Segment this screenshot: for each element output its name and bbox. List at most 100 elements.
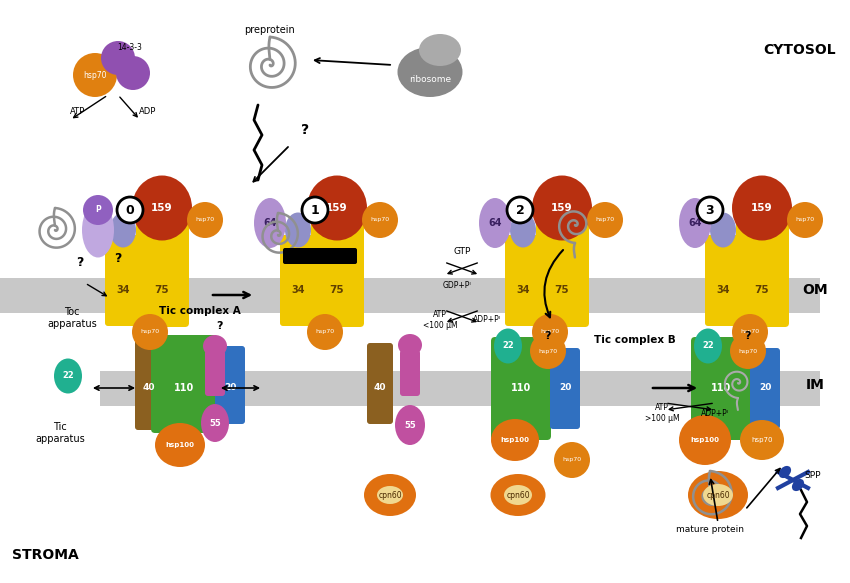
Ellipse shape [792,479,804,491]
Text: ADP: ADP [139,107,156,117]
Ellipse shape [377,486,403,504]
Circle shape [302,197,328,223]
Text: hsp70: hsp70 [538,349,558,353]
Text: ?: ? [745,331,751,341]
Bar [0,278,820,313]
Circle shape [787,202,823,238]
Ellipse shape [203,335,227,357]
Text: ribosome: ribosome [409,76,451,85]
Circle shape [532,314,568,350]
FancyBboxPatch shape [136,214,189,327]
FancyBboxPatch shape [536,214,589,327]
Text: 34: 34 [116,285,130,295]
Text: 0: 0 [126,203,134,216]
Text: 159: 159 [151,203,173,213]
Text: 34: 34 [717,285,730,295]
Text: OM: OM [802,283,828,297]
FancyBboxPatch shape [491,337,551,440]
Text: Tic complex B: Tic complex B [594,335,676,345]
Circle shape [73,53,117,97]
Circle shape [587,202,623,238]
Text: 75: 75 [555,285,570,295]
Text: ?: ? [301,123,309,137]
Text: 20: 20 [224,384,236,392]
Text: 34: 34 [516,285,530,295]
Circle shape [732,314,768,350]
Text: 75: 75 [755,285,769,295]
Text: CYTOSOL: CYTOSOL [763,43,836,57]
Ellipse shape [532,175,592,241]
Text: Toc
apparatus: Toc apparatus [47,307,97,329]
Ellipse shape [110,212,136,248]
Ellipse shape [398,47,462,97]
Text: 40: 40 [374,384,386,392]
Circle shape [83,195,113,225]
Text: ATP
<100 μM: ATP <100 μM [422,310,457,330]
Text: Tic complex A: Tic complex A [159,306,241,316]
Ellipse shape [490,474,546,516]
Ellipse shape [740,420,784,460]
Ellipse shape [510,212,536,248]
FancyBboxPatch shape [151,335,217,433]
Ellipse shape [679,198,711,248]
Ellipse shape [364,474,416,516]
Text: 159: 159 [551,203,573,213]
Text: 22: 22 [502,342,514,350]
Circle shape [507,197,533,223]
Circle shape [730,333,766,369]
FancyBboxPatch shape [550,348,580,429]
Text: ?: ? [76,257,83,269]
Text: ATP: ATP [71,107,86,117]
Ellipse shape [398,334,422,356]
Text: 20: 20 [759,384,771,392]
Text: Tic
apparatus: Tic apparatus [35,422,85,444]
Ellipse shape [82,202,114,258]
Text: IM: IM [806,378,824,392]
Text: 1: 1 [310,203,320,216]
Circle shape [187,202,223,238]
FancyBboxPatch shape [135,336,163,430]
Ellipse shape [494,328,522,363]
Text: 55: 55 [209,419,221,427]
Text: 22: 22 [62,371,74,381]
Circle shape [117,197,143,223]
Text: GTP: GTP [453,248,471,257]
Ellipse shape [710,212,736,248]
Text: hsp70: hsp70 [751,437,773,443]
Text: hsp70: hsp70 [196,217,214,223]
Ellipse shape [504,485,532,505]
Text: mature protein: mature protein [676,525,744,535]
FancyBboxPatch shape [400,350,420,396]
Circle shape [116,56,150,90]
Text: 40: 40 [143,384,156,392]
Text: hsp100: hsp100 [501,437,530,443]
Text: cpn60: cpn60 [706,490,730,500]
Ellipse shape [679,415,731,465]
Text: hsp100: hsp100 [166,442,195,448]
Ellipse shape [54,359,82,394]
Text: 34: 34 [292,285,305,295]
Text: hsp70: hsp70 [563,458,581,462]
Text: 20: 20 [558,384,571,392]
Circle shape [101,41,135,75]
Text: GDP+Pᴵ: GDP+Pᴵ [443,280,472,290]
Ellipse shape [201,404,229,442]
Circle shape [530,333,566,369]
Text: ?: ? [114,251,122,265]
FancyBboxPatch shape [505,235,541,326]
Text: 159: 159 [751,203,773,213]
Ellipse shape [694,328,722,363]
FancyBboxPatch shape [705,235,741,326]
Text: 64: 64 [264,218,277,228]
Text: 2: 2 [516,203,524,216]
Text: P: P [95,205,101,215]
Text: ?: ? [217,321,224,331]
Text: hsp70: hsp70 [596,217,615,223]
Text: hsp70: hsp70 [315,329,335,335]
Text: 75: 75 [155,285,169,295]
Ellipse shape [307,175,367,241]
Text: hsp100: hsp100 [690,437,719,443]
Text: 3: 3 [706,203,714,216]
Text: hsp70: hsp70 [796,217,814,223]
Bar [100,371,820,406]
